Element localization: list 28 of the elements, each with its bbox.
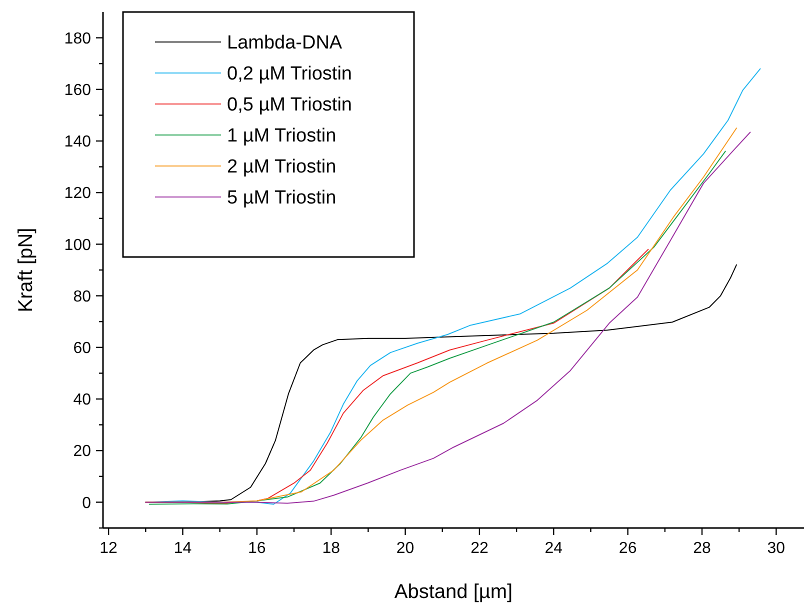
x-axis-title: Abstand [µm]: [394, 581, 513, 603]
y-tick-label: 180: [64, 30, 92, 48]
x-tick-label: 30: [767, 540, 786, 557]
y-tick-label: 120: [64, 185, 92, 202]
y-tick-label: 40: [73, 392, 92, 409]
y-tick-label: 0: [82, 494, 92, 512]
x-tick-label: 14: [174, 540, 192, 557]
legend-label: Lambda-DNA: [227, 32, 342, 54]
y-tick-label: 160: [64, 82, 92, 99]
legend-label: 1 µM Triostin: [227, 126, 336, 147]
x-tick-label: 22: [470, 540, 488, 557]
legend-label: 2 µM Triostin: [227, 156, 336, 178]
x-tick-label: 16: [248, 540, 266, 557]
legend-label: 0,5 µM Triostin: [227, 94, 352, 116]
x-tick-label: 26: [618, 540, 637, 557]
x-tick-label: 12: [100, 540, 118, 557]
y-tick-label: 60: [73, 340, 92, 357]
y-tick-label: 20: [73, 443, 92, 460]
x-tick-label: 18: [322, 540, 340, 557]
x-tick-label: 24: [544, 540, 563, 557]
y-axis-title: Kraft [pN]: [15, 228, 37, 312]
legend-label: 5 µM Triostin: [227, 188, 336, 209]
legend-label: 0,2 µM Triostin: [227, 64, 352, 85]
y-tick-label: 140: [64, 134, 92, 151]
x-tick-label: 28: [693, 540, 712, 557]
x-tick-label: 20: [396, 540, 414, 557]
y-tick-label: 80: [73, 288, 92, 306]
y-tick-label: 100: [64, 236, 92, 254]
